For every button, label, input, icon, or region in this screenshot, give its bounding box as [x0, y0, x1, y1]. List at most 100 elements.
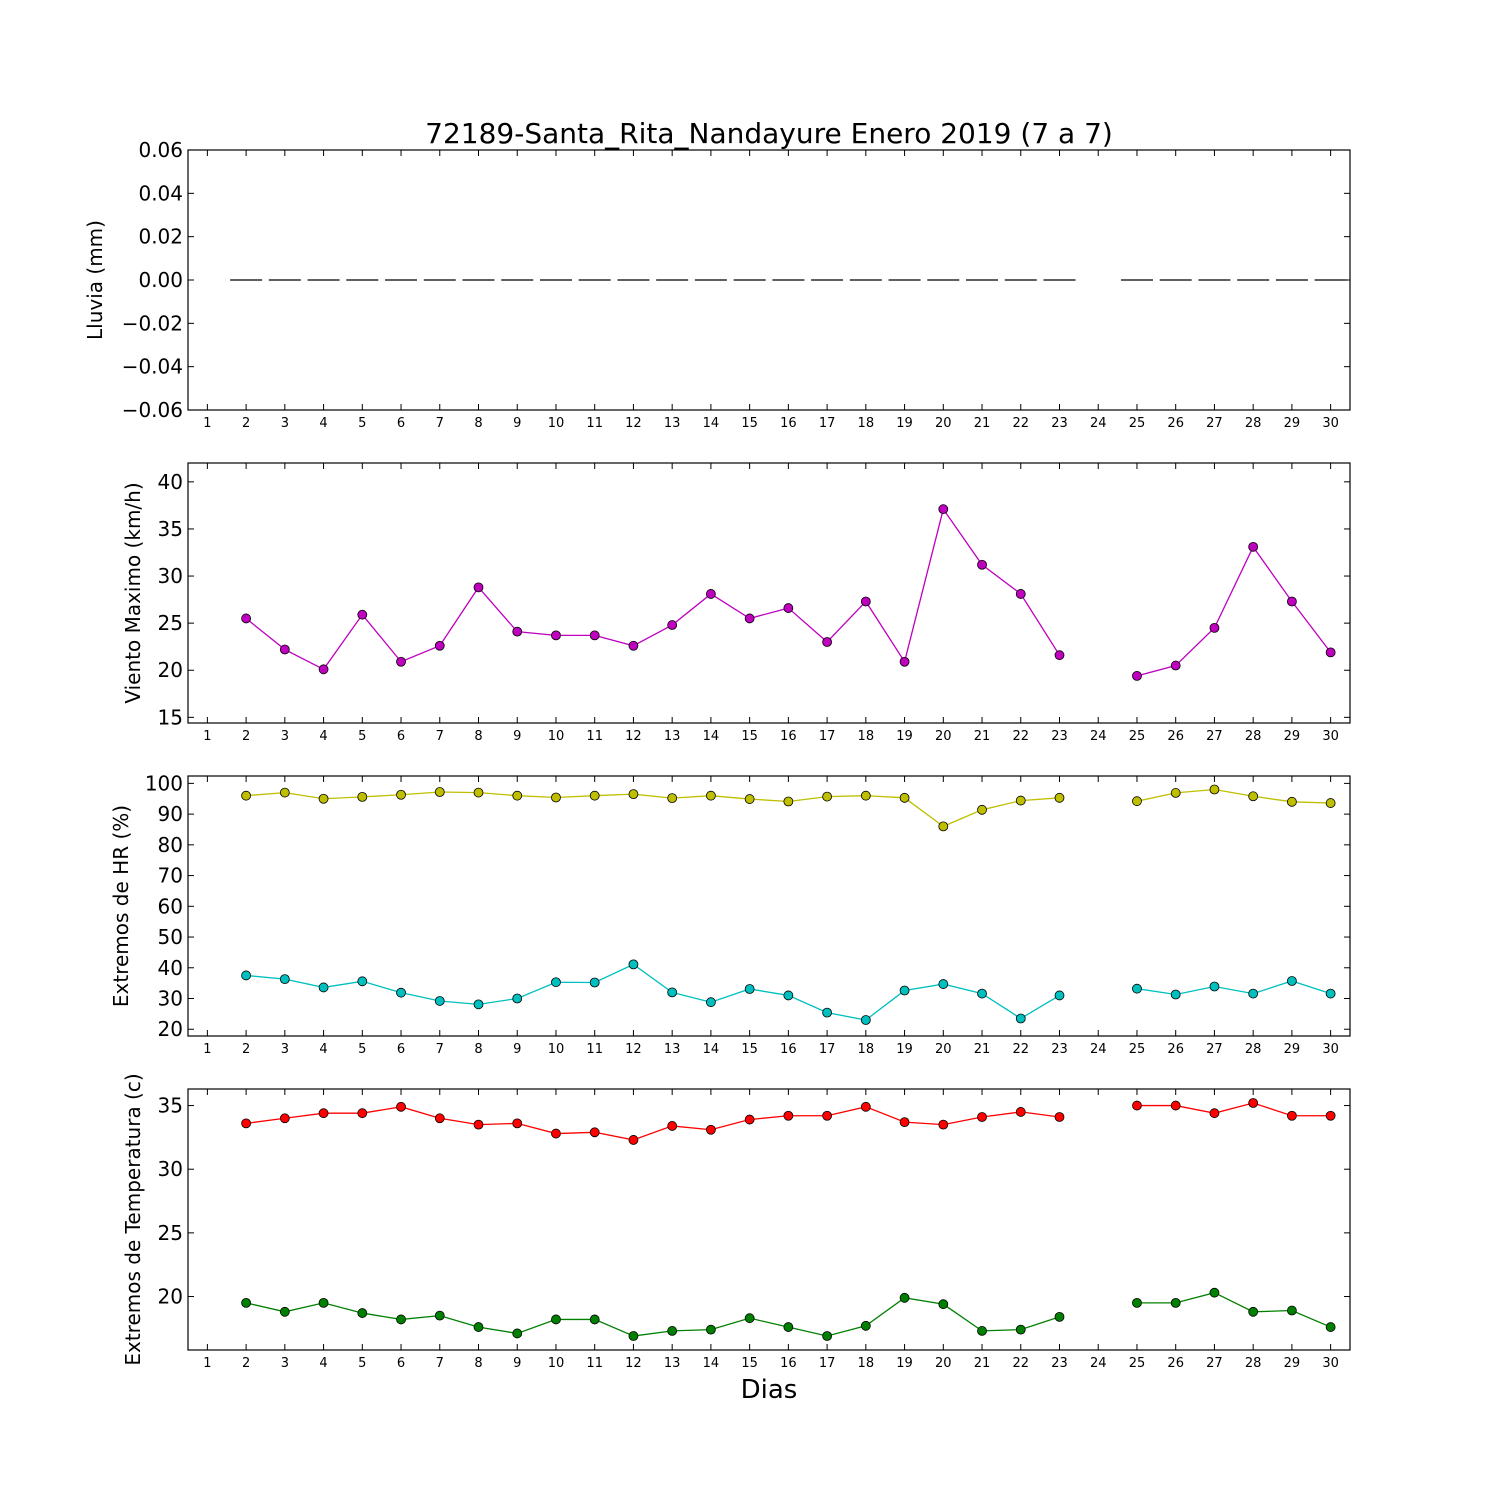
data-point [279, 974, 290, 985]
x-tick-label: 6 [397, 1356, 405, 1371]
data-point [396, 789, 406, 800]
data-point [1054, 1112, 1065, 1122]
y-tick-label: 30 [158, 564, 183, 588]
x-tick-label: 10 [548, 729, 565, 744]
data-point [860, 1101, 871, 1112]
data-point [783, 603, 794, 613]
data-point [822, 1110, 832, 1121]
data-point [706, 1124, 716, 1135]
x-tick-label: 17 [819, 416, 836, 431]
data-point [318, 1297, 329, 1308]
x-tick-label: 28 [1245, 1042, 1262, 1057]
data-point [473, 582, 484, 593]
data-point [1132, 796, 1142, 807]
data-point [434, 1113, 445, 1124]
x-tick-label: 19 [896, 1356, 913, 1371]
data-point [977, 559, 987, 570]
x-tick-label: 2 [242, 416, 250, 431]
data-point [1209, 784, 1220, 795]
x-tick-label: 15 [741, 1042, 758, 1057]
y-tick-label: 30 [158, 1157, 183, 1181]
x-tick-label: 5 [358, 1042, 366, 1057]
x-tick-label: 5 [358, 416, 366, 431]
y-tick-label: 0.02 [138, 225, 183, 249]
data-point [822, 791, 832, 802]
series-line [245, 507, 1061, 671]
data-point [1325, 1110, 1336, 1121]
data-point [744, 1313, 755, 1324]
data-point [822, 1007, 832, 1018]
x-tick-label: 12 [625, 1042, 642, 1057]
data-point [279, 1113, 290, 1124]
y-tick-label: 25 [158, 1221, 183, 1245]
data-point [860, 790, 871, 801]
data-point [241, 790, 252, 801]
data-point [589, 630, 600, 641]
series-2 [241, 959, 1336, 1025]
x-tick-label: 18 [858, 1356, 875, 1371]
x-tick-label: 12 [625, 416, 642, 431]
data-point [512, 1118, 523, 1129]
x-tick-label: 2 [242, 1356, 250, 1371]
x-tick-label: 1 [203, 416, 211, 431]
data-point [1325, 798, 1336, 808]
y-tick-label: 40 [158, 956, 183, 980]
data-point [667, 1326, 678, 1336]
data-point [241, 970, 252, 981]
x-tick-label: 19 [896, 1042, 913, 1057]
x-tick-label: 3 [281, 1042, 289, 1057]
data-point [899, 792, 910, 803]
data-point [938, 504, 949, 515]
data-point [396, 656, 406, 667]
x-tick-label: 22 [1012, 416, 1029, 431]
data-point [783, 990, 794, 1001]
x-tick-label: 26 [1167, 1356, 1184, 1371]
x-tick-label: 15 [741, 729, 758, 744]
x-tick-label: 20 [935, 1042, 952, 1057]
x-tick-label: 30 [1322, 729, 1339, 744]
x-tick-label: 27 [1206, 416, 1223, 431]
x-tick-label: 7 [436, 416, 444, 431]
x-tick-label: 11 [586, 416, 603, 431]
data-point [628, 1331, 639, 1341]
x-tick-label: 4 [319, 416, 327, 431]
data-point [938, 979, 949, 989]
x-tick-label: 11 [586, 729, 603, 744]
data-point [512, 1328, 523, 1339]
x-tick-label: 15 [741, 1356, 758, 1371]
data-point [1015, 1324, 1026, 1335]
y-axis-label: Lluvia (mm) [83, 220, 107, 340]
data-point [473, 1322, 484, 1332]
x-tick-label: 27 [1206, 1042, 1223, 1057]
data-point [628, 640, 639, 651]
data-point [589, 977, 600, 988]
x-tick-label: 24 [1090, 1356, 1107, 1371]
x-tick-label: 8 [474, 1356, 482, 1371]
data-point [938, 821, 949, 832]
axes-frame [187, 462, 1351, 724]
data-point [1170, 989, 1181, 1000]
data-point [628, 1135, 639, 1145]
data-point [551, 630, 561, 641]
data-point [473, 999, 484, 1010]
x-tick-label: 4 [319, 729, 327, 744]
data-point [1248, 541, 1259, 552]
data-point [1287, 1305, 1297, 1316]
x-tick-label: 17 [819, 1042, 836, 1057]
x-tick-label: 21 [974, 729, 991, 744]
data-point [396, 1314, 406, 1325]
y-tick-label: 20 [158, 1285, 183, 1309]
x-tick-label: 11 [586, 1042, 603, 1057]
data-point [1287, 1110, 1297, 1121]
y-tick-label: 20 [158, 1017, 183, 1041]
data-point [938, 1119, 949, 1130]
data-point [434, 996, 445, 1006]
data-point [318, 982, 329, 993]
x-tick-label: 4 [319, 1356, 327, 1371]
series-line [1136, 1292, 1331, 1328]
panel-1: −0.06−0.04−0.020.000.020.040.061 2 3 4 5 6 7 8 9… [83, 138, 1351, 431]
y-tick-label: −0.04 [122, 355, 183, 379]
data-point [706, 790, 716, 801]
